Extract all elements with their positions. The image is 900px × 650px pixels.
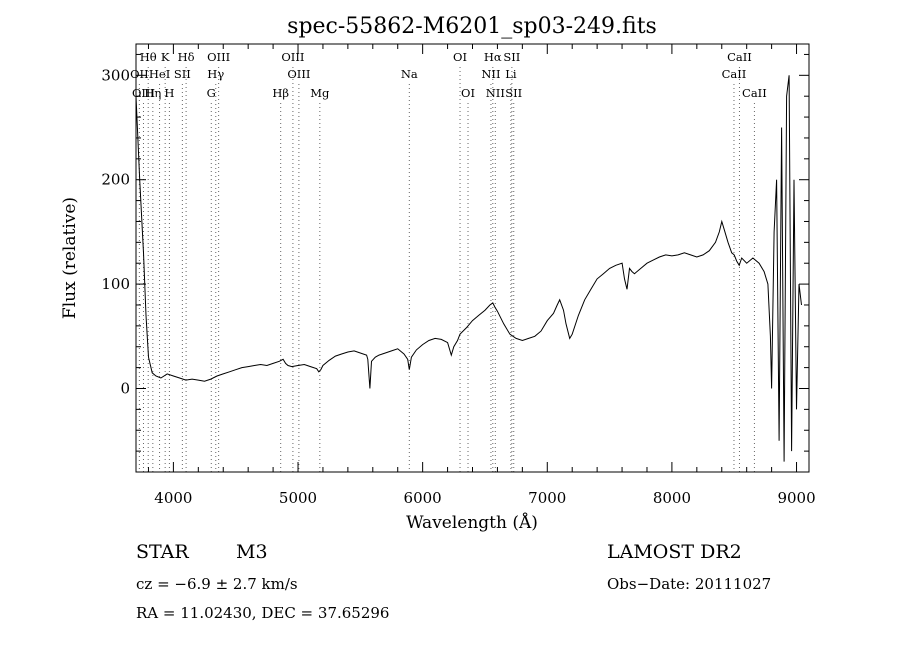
spectral-line-label: SII (505, 86, 522, 100)
spectral-line-markers (138, 67, 755, 472)
spectral-line-label: OIII (207, 50, 230, 64)
x-axis-ticks: 4000 5000 6000 7000 8000 9000 (147, 44, 816, 507)
spectral-line-label: CaII (727, 50, 752, 64)
survey-name: LAMOST DR2 (607, 541, 742, 563)
spectral-line-label: HeI (149, 67, 170, 81)
observation-date: Obs−Date: 20111027 (607, 575, 771, 593)
spectral-line-label: SII (503, 50, 520, 64)
spectral-line-label: OI (461, 86, 475, 100)
sky-coordinates: RA = 11.02430, DEC = 37.65296 (136, 604, 389, 622)
spectral-line-label: H (164, 86, 174, 100)
object-subclass: M3 (236, 541, 268, 563)
spectral-line-label: NII (481, 67, 500, 81)
spectral-line-label: Hβ (272, 86, 289, 100)
spectral-line-label: Mg (310, 86, 330, 100)
y-tick-label: 200 (101, 171, 130, 189)
spectral-line-label: Na (401, 67, 418, 81)
redshift-velocity: cz = −6.9 ± 2.7 km/s (136, 575, 298, 593)
spectrum-series-line (135, 75, 802, 462)
x-axis-label: Wavelength (Å) (406, 512, 538, 533)
spectral-line-label: OI (453, 50, 467, 64)
y-axis-label: Flux (relative) (60, 197, 80, 319)
spectral-line-label: G (207, 86, 216, 100)
x-tick-label: 6000 (404, 489, 442, 507)
plot-frame (135, 43, 810, 473)
spectral-line-label: Hθ (140, 50, 157, 64)
object-class: STAR (136, 541, 189, 563)
y-tick-label: 0 (120, 379, 130, 397)
x-tick-label: 4000 (154, 489, 192, 507)
spectral-line-label: K (161, 50, 170, 64)
y-tick-label: 300 (101, 66, 130, 84)
spectral-line-label: SII (174, 67, 191, 81)
x-tick-label: 5000 (279, 489, 317, 507)
chart-title: spec-55862-M6201_sp03-249.fits (287, 14, 657, 39)
spectral-line-label: NII (486, 86, 505, 100)
y-tick-label: 100 (101, 275, 130, 293)
spectral-line-label: Li (505, 67, 517, 81)
spectral-line-label: Hα (484, 50, 502, 64)
spectral-line-label: CaII (722, 67, 747, 81)
y-axis-ticks: 0 100 200 300 (101, 53, 809, 452)
spectral-line-label: CaII (742, 86, 767, 100)
spectral-line-label: OII (130, 67, 149, 81)
x-tick-label: 8000 (653, 489, 691, 507)
spectral-line-label: Hδ (178, 50, 195, 64)
spectral-line-label: OIII (287, 67, 310, 81)
x-tick-label: 7000 (528, 489, 566, 507)
spectral-line-label: OIII (281, 50, 304, 64)
x-tick-label: 9000 (777, 489, 815, 507)
spectral-line-label: Hη (144, 86, 161, 100)
spectral-line-label: Hγ (207, 67, 224, 81)
